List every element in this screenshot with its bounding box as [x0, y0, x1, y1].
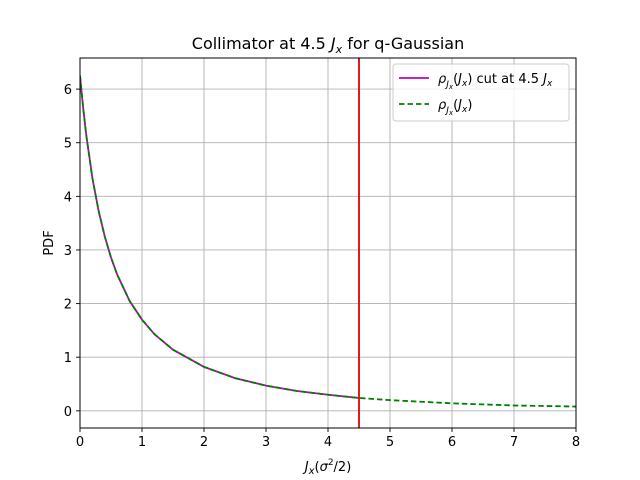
y-tick-label: 4 [64, 190, 72, 205]
legend: ρJx(Jx) cut at 4.5 Jx ρJx(Jx) [392, 63, 570, 122]
x-axis-label: Jx(σ2/2) [302, 458, 352, 477]
x-tick-label: 4 [324, 435, 332, 450]
legend-box [392, 63, 570, 122]
y-tick-label: 1 [64, 351, 72, 366]
series-line-full [80, 75, 576, 408]
y-tick-label: 6 [64, 83, 72, 98]
chart-title: Collimator at 4.5 Jx for q-Gaussian [192, 34, 464, 57]
x-tick-label: 0 [76, 435, 84, 450]
legend-label-full-series: ρJx(Jx) [438, 98, 472, 117]
x-tick-label: 7 [510, 435, 518, 450]
x-tick-label: 5 [386, 435, 394, 450]
y-axis-ticks: 0 1 2 3 4 5 6 [64, 83, 80, 420]
x-tick-label: 3 [262, 435, 270, 450]
x-tick-label: 1 [138, 435, 146, 450]
x-tick-label: 8 [572, 435, 580, 450]
legend-label-cut-series: ρJx(Jx) cut at 4.5 Jx [438, 72, 553, 91]
x-tick-label: 2 [200, 435, 208, 450]
y-tick-label: 5 [64, 137, 72, 152]
y-tick-label: 2 [64, 298, 72, 313]
y-tick-label: 0 [64, 405, 72, 420]
y-axis-label: PDF [42, 230, 57, 255]
series-group [80, 58, 576, 428]
x-tick-label: 6 [448, 435, 456, 450]
y-tick-label: 3 [64, 244, 72, 259]
x-axis-ticks: 0 1 2 3 4 5 6 7 8 [76, 428, 580, 450]
